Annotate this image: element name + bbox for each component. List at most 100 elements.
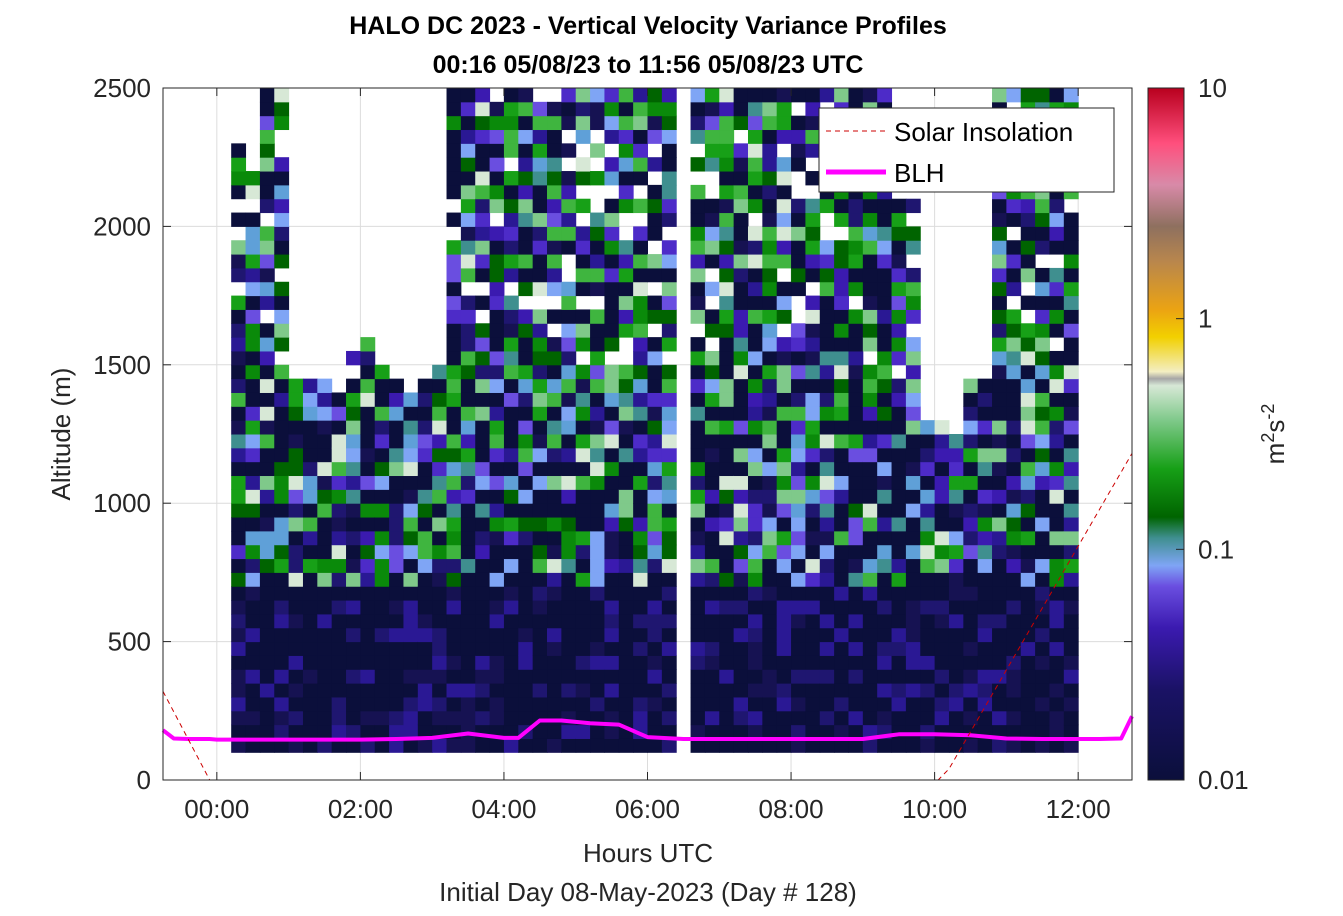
x-axis-label: Hours UTC <box>583 838 713 868</box>
heatmap-cell <box>834 392 849 407</box>
heatmap-cell <box>604 600 620 615</box>
heatmap-cell <box>403 724 419 739</box>
heatmap-cell <box>948 683 964 698</box>
heatmap-cell <box>274 88 290 103</box>
heatmap-cell <box>274 198 290 214</box>
heatmap-cell <box>848 544 864 560</box>
heatmap-cell <box>747 475 763 490</box>
heatmap-cell <box>719 115 735 131</box>
heatmap-cell <box>590 406 605 421</box>
heatmap-cell <box>647 489 663 504</box>
heatmap-cell <box>776 88 792 103</box>
heatmap-cell <box>460 669 476 684</box>
heatmap-cell <box>862 88 878 103</box>
heatmap-cell <box>762 683 778 698</box>
heatmap-cell <box>331 489 347 504</box>
heatmap-cell <box>1006 267 1022 283</box>
heatmap-cell <box>532 641 548 656</box>
heatmap-cell <box>460 420 476 435</box>
heatmap-cell <box>245 171 261 186</box>
heatmap-cell <box>618 184 634 200</box>
heatmap-cell <box>1020 88 1036 103</box>
heatmap-cell <box>733 683 749 698</box>
heatmap-cell <box>489 309 505 324</box>
heatmap-cell <box>618 171 634 186</box>
heatmap-cell <box>776 503 792 518</box>
heatmap-cell <box>633 600 648 615</box>
heatmap-cell <box>618 295 634 310</box>
heatmap-cell <box>374 724 390 739</box>
heatmap-cell <box>274 309 290 324</box>
heatmap-cell <box>547 489 562 504</box>
heatmap-cell <box>963 586 979 601</box>
heatmap-cell <box>561 198 577 214</box>
heatmap-cell <box>1035 683 1050 698</box>
heatmap-cell <box>963 378 979 393</box>
heatmap-column <box>389 378 404 753</box>
heatmap-cell <box>389 461 404 477</box>
heatmap-cell <box>561 143 577 158</box>
heatmap-cell <box>747 461 763 477</box>
heatmap-cell <box>862 655 878 670</box>
heatmap-cell <box>977 669 993 684</box>
heatmap-cell <box>819 350 835 366</box>
heatmap-cell <box>661 115 677 131</box>
heatmap-cell <box>288 503 304 518</box>
heatmap-cell <box>1020 696 1036 712</box>
heatmap-column <box>547 101 562 753</box>
heatmap-cell <box>733 613 749 629</box>
heatmap-cell <box>245 683 261 698</box>
heatmap-cell <box>862 392 878 407</box>
heatmap-cell <box>1035 392 1050 407</box>
heatmap-cell <box>762 378 778 393</box>
heatmap-cell <box>647 88 663 103</box>
heatmap-cell <box>977 406 993 421</box>
heatmap-cell <box>1006 572 1022 587</box>
heatmap-cell <box>948 600 964 615</box>
heatmap-cell <box>302 544 318 560</box>
heatmap-cell <box>805 129 821 144</box>
heatmap-cell <box>834 544 849 560</box>
heatmap-cell <box>1063 281 1079 297</box>
heatmap-cell <box>776 212 792 227</box>
heatmap-cell <box>791 613 806 629</box>
heatmap-column <box>604 88 620 753</box>
heatmap-cell <box>231 530 247 546</box>
heatmap-cell <box>288 627 304 643</box>
heatmap-cell <box>503 475 519 490</box>
heatmap-cell <box>1049 724 1065 739</box>
heatmap-cell <box>747 323 763 338</box>
heatmap-column <box>346 350 361 753</box>
heatmap-cell <box>317 461 333 477</box>
heatmap-cell <box>719 489 735 504</box>
heatmap-cell <box>259 572 275 587</box>
heatmap-cell <box>1063 530 1079 546</box>
heatmap-cell <box>331 738 347 753</box>
heatmap-cell <box>302 530 318 546</box>
heatmap-cell <box>231 627 247 643</box>
heatmap-cell <box>1020 627 1036 643</box>
heatmap-cell <box>475 129 491 144</box>
heatmap-cell <box>331 572 347 587</box>
heatmap-cell <box>704 350 720 366</box>
heatmap-cell <box>503 364 519 380</box>
heatmap-cell <box>805 696 821 712</box>
heatmap-cell <box>532 101 548 117</box>
heatmap-cell <box>920 517 936 532</box>
heatmap-cell <box>633 558 648 573</box>
heatmap-cell <box>231 392 247 407</box>
heatmap-cell <box>977 710 993 726</box>
heatmap-cell <box>1063 724 1079 739</box>
heatmap-cell <box>834 212 849 227</box>
heatmap-cell <box>259 157 275 172</box>
heatmap-cell <box>733 655 749 670</box>
heatmap-cell <box>1006 281 1022 297</box>
heatmap-cell <box>590 323 605 338</box>
heatmap-cell <box>1035 641 1050 656</box>
heatmap-cell <box>547 627 562 643</box>
heatmap-cell <box>1035 350 1050 366</box>
heatmap-cell <box>245 724 261 739</box>
heatmap-cell <box>518 323 534 338</box>
heatmap-cell <box>503 212 519 227</box>
